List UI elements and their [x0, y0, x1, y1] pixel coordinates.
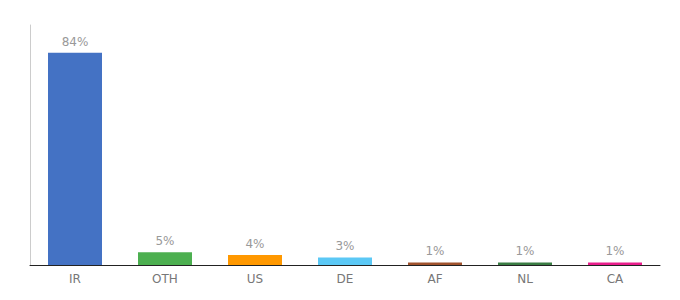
svg-text:5%: 5% — [155, 234, 174, 248]
svg-text:OTH: OTH — [152, 272, 178, 286]
svg-text:1%: 1% — [515, 244, 534, 258]
svg-text:1%: 1% — [605, 244, 624, 258]
svg-text:84%: 84% — [62, 35, 89, 49]
svg-text:4%: 4% — [245, 237, 264, 251]
svg-text:US: US — [247, 272, 263, 286]
svg-text:CA: CA — [607, 272, 624, 286]
svg-text:1%: 1% — [425, 244, 444, 258]
svg-text:3%: 3% — [335, 239, 354, 253]
svg-text:DE: DE — [337, 272, 354, 286]
svg-text:IR: IR — [69, 272, 81, 286]
svg-text:AF: AF — [427, 272, 442, 286]
svg-text:NL: NL — [517, 272, 533, 286]
